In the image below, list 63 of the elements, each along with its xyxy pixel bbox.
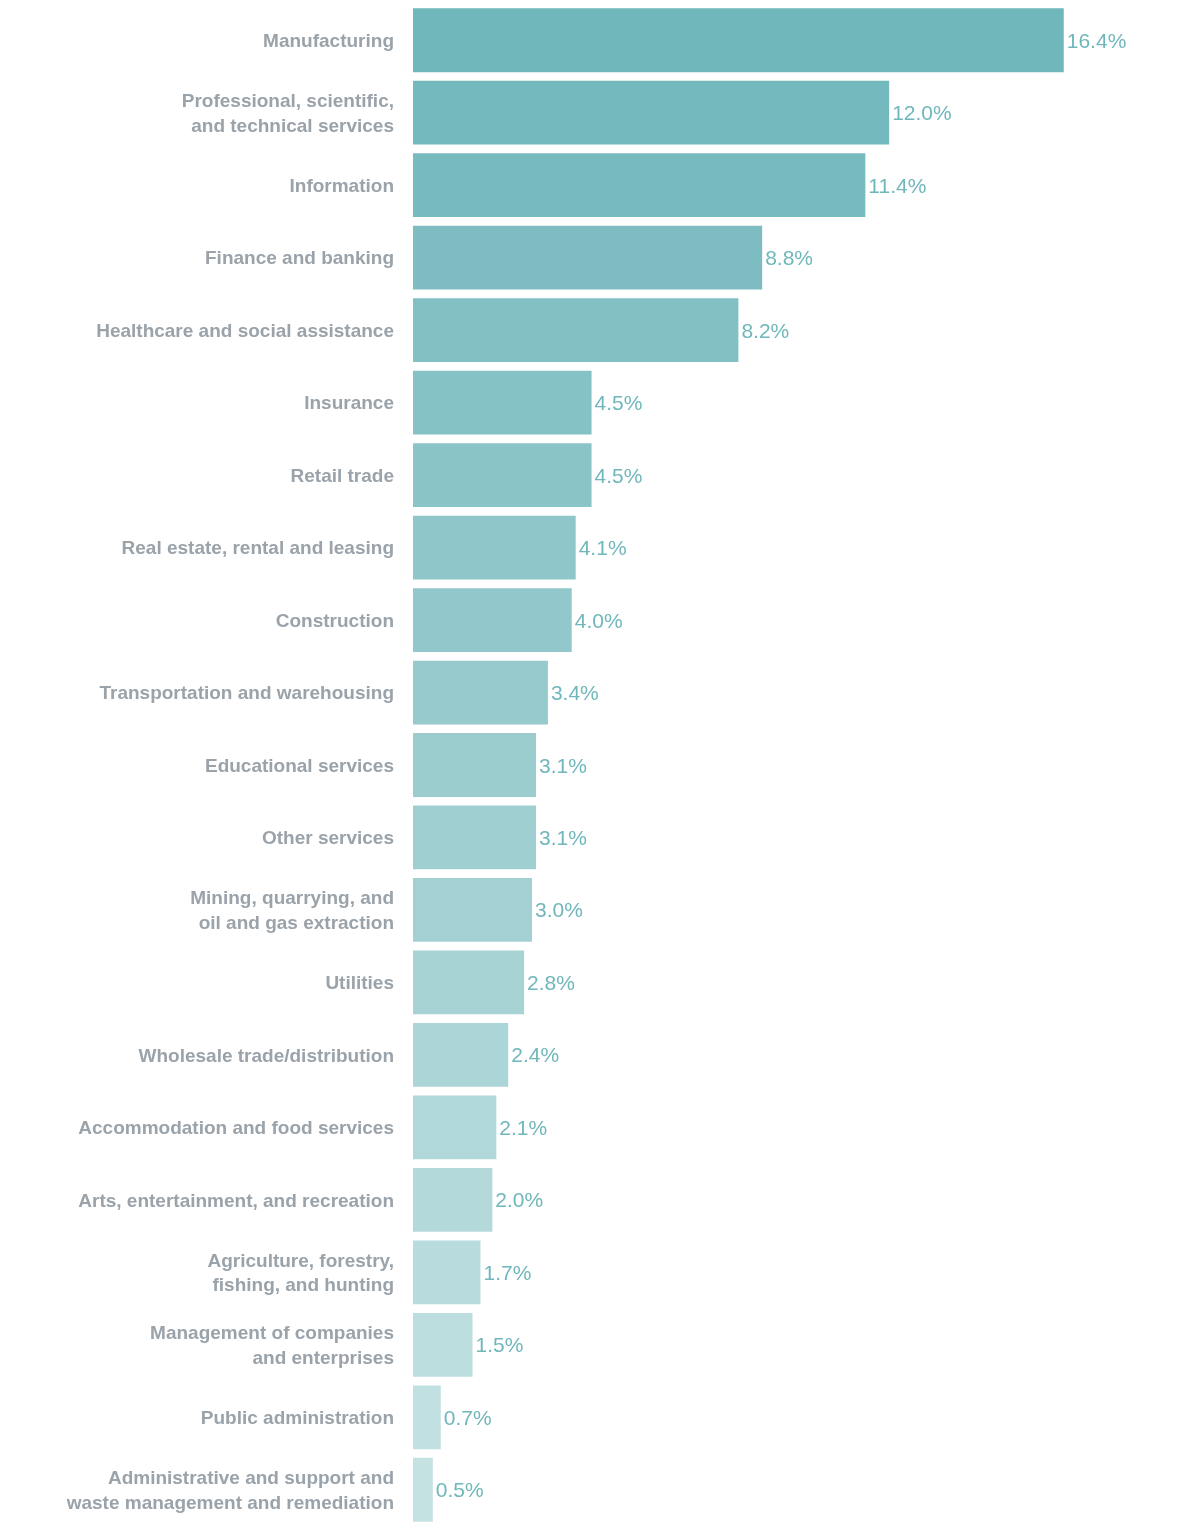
bar	[413, 878, 533, 942]
bar	[413, 8, 1064, 73]
y-tick-label: Insurance	[304, 392, 394, 414]
bar	[413, 225, 763, 290]
bar	[413, 733, 537, 797]
bar	[413, 80, 890, 145]
data-label: 2.1%	[499, 1115, 548, 1139]
data-label: 3.0%	[535, 898, 583, 922]
data-label: 0.5%	[435, 1478, 484, 1502]
bar	[413, 153, 866, 218]
bar	[413, 805, 537, 870]
y-tick-label: Manufacturing	[263, 29, 394, 51]
bar	[413, 1457, 433, 1522]
bar	[413, 443, 592, 507]
data-label: 12.0%	[892, 101, 952, 125]
y-tick-label: Mining, quarrying, and oil and gas extraction	[190, 887, 394, 933]
y-tick-label: Arts, entertainment, and recreation	[78, 1189, 394, 1211]
data-label: 2.4%	[511, 1043, 560, 1067]
bar	[413, 515, 576, 580]
data-label: 2.8%	[527, 970, 575, 994]
y-tick-label: Healthcare and social assistance	[96, 319, 394, 341]
bar	[413, 370, 592, 435]
data-label: 2.0%	[495, 1188, 544, 1212]
data-label: 1.7%	[483, 1260, 532, 1284]
data-label: 4.0%	[574, 608, 623, 632]
bar	[413, 1385, 441, 1450]
y-tick-label: Accommodation and food services	[78, 1117, 394, 1139]
y-tick-label: Finance and banking	[205, 247, 394, 269]
data-label: 8.2%	[741, 318, 790, 342]
bar	[413, 950, 525, 1015]
y-tick-label: Management of companies and enterprises	[150, 1322, 394, 1368]
data-label: 0.7%	[443, 1405, 492, 1429]
y-tick-label: Construction	[275, 609, 394, 631]
data-label: 3.1%	[539, 753, 587, 777]
y-tick-label: Administrative and support and waste management and remediation	[65, 1467, 394, 1513]
data-label: 4.5%	[594, 463, 643, 487]
data-label: 3.1%	[539, 825, 587, 849]
y-tick-label: Agriculture, forestry, fishing, and hunting	[207, 1249, 394, 1296]
y-tick-label: Transportation and warehousing	[99, 682, 394, 704]
data-label: 3.4%	[550, 681, 599, 705]
y-tick-label: Other services	[261, 827, 394, 849]
y-tick-label: Real estate, rental and leasing	[121, 537, 394, 559]
data-label: 4.1%	[578, 536, 627, 560]
bar	[413, 1240, 481, 1305]
bar	[413, 1167, 493, 1232]
y-tick-label: Professional, scientific, and technical services	[181, 90, 394, 136]
bar	[413, 1023, 509, 1087]
data-label: 4.5%	[594, 391, 643, 415]
data-label: 1.5%	[475, 1333, 524, 1357]
y-tick-label: Utilities	[325, 972, 394, 994]
bar	[413, 298, 739, 363]
bar	[413, 660, 548, 725]
y-tick-label: Information	[289, 174, 394, 196]
data-label: 16.4%	[1066, 28, 1127, 52]
y-tick-label: Public administration	[200, 1406, 394, 1428]
bar	[413, 588, 572, 652]
y-tick-label: Retail trade	[290, 464, 394, 486]
bar	[413, 1095, 497, 1160]
bar	[413, 1312, 473, 1377]
y-tick-label: Educational services	[204, 754, 394, 776]
data-label: 8.8%	[765, 246, 814, 270]
data-label: 11.4%	[868, 173, 927, 197]
y-tick-label: Wholesale trade/distribution	[138, 1044, 394, 1066]
